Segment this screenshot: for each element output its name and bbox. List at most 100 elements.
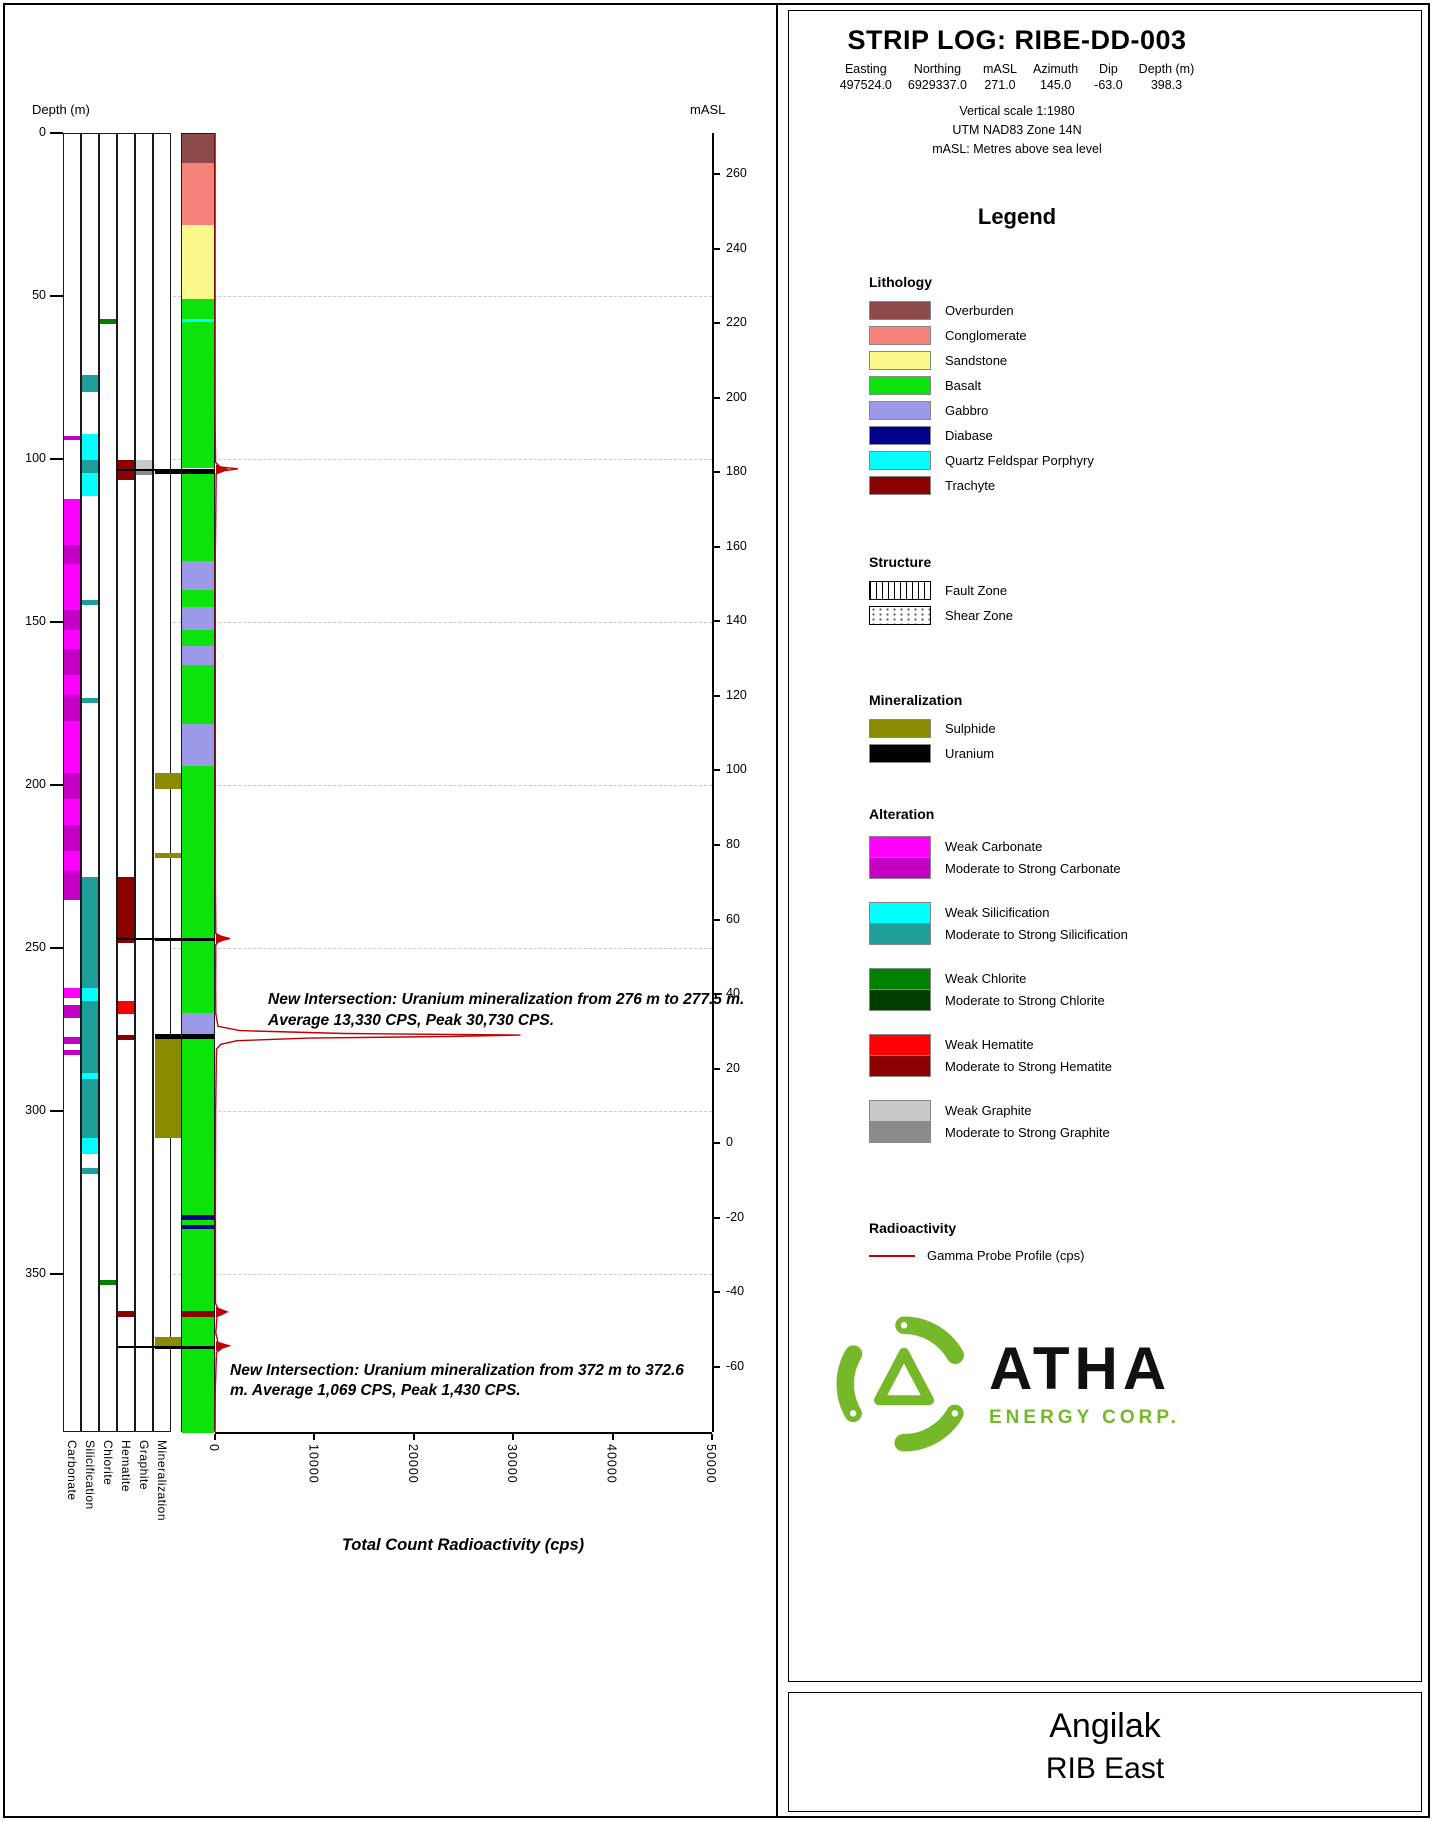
legend-swatch-moderate-to-strong-hematite — [869, 1055, 931, 1078]
interval-silicification — [82, 473, 98, 496]
legend-label: Quartz Feldspar Porphyry — [945, 453, 1094, 469]
lith-basalt — [182, 861, 214, 878]
lith-basalt — [182, 877, 214, 904]
interval-mineralization-sulphide — [155, 773, 181, 790]
lith-basalt — [182, 825, 214, 835]
lith-basalt — [182, 473, 214, 519]
lith-basalt — [182, 949, 214, 982]
legend-heading-structure: Structure — [869, 554, 932, 571]
legend-heading-mineralization: Mineralization — [869, 692, 963, 709]
masl-tick-label: 240 — [726, 240, 747, 255]
x-tick-label: 0 — [207, 1443, 221, 1452]
masl-tick-label: 60 — [726, 911, 740, 926]
interval-carbonate — [64, 851, 80, 871]
radioactivity-axis-title: Total Count Radioactivity (cps) — [341, 1536, 585, 1554]
lith-basalt — [182, 903, 214, 938]
masl-tick-label: 220 — [726, 315, 747, 330]
interval-carbonate — [64, 499, 80, 545]
legend-swatch-diabase — [869, 426, 931, 446]
depth-tick-label: 50 — [32, 288, 46, 302]
logo-subtitle: ENERGY CORP. — [989, 1407, 1180, 1429]
track-label-graphite: Graphite — [137, 1439, 151, 1490]
collar-info: Easting 497524.0 Northing 6929337.0 mASL 271.… — [817, 62, 1217, 92]
interval-silicification — [82, 1072, 98, 1080]
legend-label: Basalt — [945, 378, 982, 394]
legend-label: Weak Hematite — [945, 1037, 1034, 1053]
collar-field-label: Northing — [913, 62, 962, 76]
collar-field-northing: Northing 6929337.0 — [908, 62, 967, 92]
track-hematite — [117, 133, 135, 1432]
legend-label: Conglomerate — [945, 328, 1027, 344]
masl-tick-label: 40 — [726, 986, 740, 1001]
masl-tick — [712, 844, 720, 846]
masl-tick-label: -40 — [726, 1284, 745, 1299]
masl-tick-label: -20 — [726, 1209, 745, 1224]
track-label-mineralization: Mineralization — [155, 1439, 169, 1521]
panel-divider — [776, 3, 778, 1818]
masl-axis-line — [712, 133, 714, 1432]
legend-swatch-weak-chlorite — [869, 968, 931, 991]
collar-field-value: 6929337.0 — [907, 78, 967, 92]
legend-label: Weak Carbonate — [945, 839, 1043, 855]
lith-uranium — [182, 1033, 214, 1039]
masl-tick — [712, 993, 720, 996]
legend-swatch-moderate-to-strong-graphite — [869, 1121, 931, 1144]
track-label-chlorite: Chlorite — [101, 1439, 115, 1485]
legend-label: Moderate to Strong Chlorite — [945, 993, 1105, 1009]
interval-carbonate — [64, 544, 80, 565]
lith-basalt — [182, 590, 214, 607]
legend-swatch-trachyte — [869, 476, 931, 496]
depth-tick — [50, 1273, 63, 1276]
masl-tick — [712, 1365, 720, 1368]
page-border — [3, 3, 1430, 1818]
lith-basalt — [182, 443, 214, 469]
legend-pair-swatches — [869, 968, 931, 1012]
gamma-line-swatch — [869, 1254, 915, 1257]
x-tick-label: 40000 — [604, 1443, 619, 1484]
masl-tick-label: 20 — [726, 1060, 740, 1075]
collar-field-azimuth: Azimuth 145.0 — [1033, 62, 1078, 92]
masl-tick — [712, 1067, 720, 1070]
lith-gabbro — [182, 724, 214, 767]
lith-sandstone — [182, 225, 214, 299]
legend-pair-weak-silicification: Weak Silicification Moderate to Strong Si… — [869, 902, 1421, 946]
masl-tick — [712, 918, 720, 921]
lith-basalt — [182, 1229, 214, 1311]
legend-item-quartz-feldspar-porphyry: Quartz Feldspar Porphyry — [869, 448, 1421, 473]
interval-carbonate — [64, 825, 80, 852]
legend-item-sulphide: Sulphide — [869, 716, 1421, 741]
masl-tick — [712, 769, 720, 772]
scale-note: mASL: Metres above sea level — [932, 141, 1102, 156]
track-label-carbonate: Carbonate — [65, 1439, 79, 1501]
depth-axis-label: Depth (m) — [32, 102, 90, 117]
legend-label: Sulphide — [945, 721, 996, 737]
track-mineralization — [153, 133, 181, 1432]
legend-pair-labels: Weak Graphite Moderate to Strong Graphite — [945, 1100, 1110, 1144]
track-chlorite — [99, 133, 117, 1432]
x-tick-label: 50000 — [704, 1443, 718, 1484]
lith-basalt — [182, 688, 214, 708]
interval-silicification — [82, 460, 98, 474]
x-tick-label: 20000 — [405, 1443, 420, 1484]
depth-tick-label: 250 — [25, 940, 46, 955]
legend-item-fault-zone: Fault Zone — [869, 578, 1421, 603]
interval-carbonate — [64, 870, 80, 901]
interval-carbonate — [64, 988, 80, 998]
lith-basalt — [182, 322, 214, 379]
track-carbonate — [63, 133, 81, 1432]
legend-section-radioactivity: Radioactivity Gamma Probe Profile (cps) — [869, 1220, 1421, 1263]
masl-tick-label: 0 — [726, 1135, 733, 1150]
legend-label: Overburden — [945, 303, 1014, 319]
legend-label: Trachyte — [945, 478, 996, 494]
x-tick — [512, 1433, 515, 1440]
masl-tick-label: 120 — [726, 687, 747, 702]
legend-swatch-weak-silicification — [869, 902, 931, 925]
legend-item-diabase: Diabase — [869, 423, 1421, 448]
legend-label: Moderate to Strong Graphite — [945, 1125, 1110, 1141]
interval-silicification — [82, 1079, 98, 1139]
lith-diabase — [182, 1224, 214, 1230]
depth-tick-label: 0 — [39, 125, 46, 139]
lith-basalt — [182, 1138, 214, 1215]
legend-swatch-sulphide — [869, 719, 931, 739]
interval-carbonate — [64, 564, 80, 610]
